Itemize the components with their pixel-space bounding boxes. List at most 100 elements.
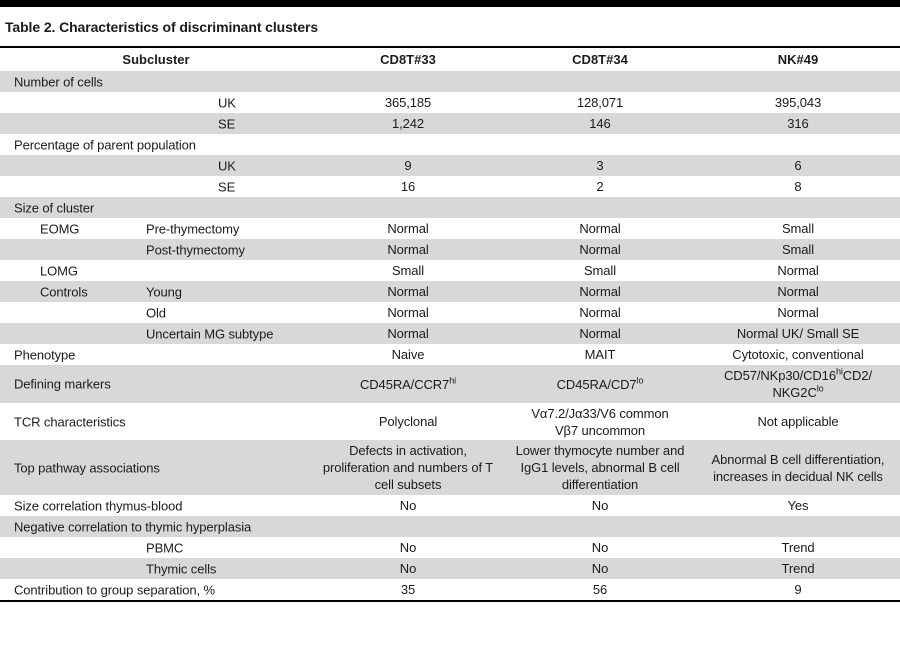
table-cell: Yes	[696, 495, 900, 516]
row-label: Pre-thymectomy	[146, 221, 240, 236]
row-label: Uncertain MG subtype	[146, 326, 274, 341]
table-cell: Normal	[312, 218, 504, 239]
row-label-cell: Number of cells	[0, 71, 312, 92]
row-label: Young	[146, 284, 182, 299]
row-label: Contribution to group separation, %	[14, 582, 216, 597]
row-label: SE	[218, 116, 236, 131]
table-cell: No	[504, 495, 696, 516]
table-row: Percentage of parent population	[0, 134, 900, 155]
table-cell-text: Normal	[579, 242, 621, 257]
table-header-row: Subcluster CD8T#33 CD8T#34 NK#49	[0, 48, 900, 71]
table-cell-text: 9	[404, 158, 412, 173]
table-cell: Normal	[504, 281, 696, 302]
table-cell-text: Normal	[777, 263, 819, 278]
table-cell-text: No	[591, 561, 609, 576]
table-row: Thymic cells No No Trend	[0, 558, 900, 579]
table-row: EOMG Pre-thymectomy Normal Normal Small	[0, 218, 900, 239]
table-row: Phenotype Naive MAIT Cytotoxic, conventiona…	[0, 344, 900, 365]
row-label: UK	[218, 95, 236, 110]
characteristics-table: Subcluster CD8T#33 CD8T#34 NK#49 Number …	[0, 46, 900, 602]
row-label-cell: UK	[0, 155, 312, 176]
table-cell-text: Normal	[777, 305, 819, 320]
table-cell: 56	[504, 579, 696, 600]
table-cell-text: 35	[400, 582, 416, 597]
table-cell-text: CD45RA/CD7lo	[556, 375, 644, 392]
table-cell-text: Small	[781, 221, 814, 236]
table-cell: 128,071	[504, 92, 696, 113]
table-row: Number of cells	[0, 71, 900, 92]
table-cell	[696, 134, 900, 155]
row-label-cell: Negative correlation to thymic hyperplas…	[0, 516, 312, 537]
table-cell-text: 8	[794, 179, 802, 194]
table-cell-text: Lower thymocyte number and IgG1 levels, …	[515, 443, 685, 492]
table-cell: Normal	[696, 302, 900, 323]
table-cell-text: Trend	[781, 561, 815, 576]
table-cell-text: Small	[583, 263, 616, 278]
table-cell: No	[312, 495, 504, 516]
row-label: Controls	[40, 284, 88, 299]
table-row: TCR characteristics Polyclonal Vα7.2/Jα33/…	[0, 403, 900, 440]
row-label-cell: Controls Young	[0, 281, 312, 302]
table-cell-text: 128,071	[576, 95, 624, 110]
table-cell: Normal	[312, 239, 504, 260]
row-label: Negative correlation to thymic hyperplas…	[14, 519, 252, 534]
row-label-cell: Uncertain MG subtype	[0, 323, 312, 344]
table-cell: Normal	[504, 323, 696, 344]
table-row: Size of cluster	[0, 197, 900, 218]
table-row: SE 1,242 146 316	[0, 113, 900, 134]
table-cell-text: No	[399, 498, 417, 513]
table-cell-text: 146	[589, 116, 611, 131]
table-cell: Normal	[312, 302, 504, 323]
table-cell: No	[312, 558, 504, 579]
table-cell-text: 1,242	[391, 116, 425, 131]
table-cell: 395,043	[696, 92, 900, 113]
row-label-cell: LOMG	[0, 260, 312, 281]
table-cell: Polyclonal	[312, 403, 504, 440]
table-row: Old Normal Normal Normal	[0, 302, 900, 323]
table-cell: 365,185	[312, 92, 504, 113]
table-cell	[696, 71, 900, 92]
row-label-cell: UK	[0, 92, 312, 113]
table-cell-text: 2	[596, 179, 604, 194]
table-row: PBMC No No Trend	[0, 537, 900, 558]
table-cell-text: Normal	[579, 326, 621, 341]
table-cell-text: No	[591, 498, 609, 513]
table-cell: No	[504, 537, 696, 558]
table-cell: Defects in activation, proliferation and…	[312, 440, 504, 495]
row-label-cell: Old	[0, 302, 312, 323]
table-cell-text: No	[399, 561, 417, 576]
row-label-cell: Thymic cells	[0, 558, 312, 579]
table-cell	[312, 197, 504, 218]
table-row: SE 16 2 8	[0, 176, 900, 197]
table-cell-text: 3	[596, 158, 604, 173]
table-cell: 1,242	[312, 113, 504, 134]
row-label-cell: PBMC	[0, 537, 312, 558]
table-cell-text: Normal	[579, 221, 621, 236]
table-cell: Normal	[696, 281, 900, 302]
table-cell	[312, 134, 504, 155]
table-cell-text: Normal	[387, 305, 429, 320]
table-row: Post-thymectomy Normal Normal Small	[0, 239, 900, 260]
row-label: Percentage of parent population	[14, 137, 196, 152]
column-header-cd8t34: CD8T#34	[572, 52, 628, 67]
table-body: Number of cells UK 365,185 128,071 395,043 SE…	[0, 71, 900, 600]
table-cell	[504, 516, 696, 537]
row-label: Thymic cells	[146, 561, 217, 576]
table-row: Top pathway associations Defects in activ…	[0, 440, 900, 495]
table-cell: Small	[312, 260, 504, 281]
row-label-cell: Post-thymectomy	[0, 239, 312, 260]
column-header-nk49: NK#49	[777, 52, 819, 67]
row-label: PBMC	[146, 540, 184, 555]
table-cell: No	[504, 558, 696, 579]
table-cell: 6	[696, 155, 900, 176]
table-cell-text: MAIT	[584, 347, 616, 362]
row-label: LOMG	[40, 263, 78, 278]
row-label-cell: SE	[0, 176, 312, 197]
table-cell-text: CD45RA/CCR7hi	[359, 375, 456, 392]
row-label: SE	[218, 179, 236, 194]
row-label-cell: Top pathway associations	[0, 440, 312, 495]
table-cell: 316	[696, 113, 900, 134]
table-cell	[312, 516, 504, 537]
table-cell-text: Cytotoxic, conventional	[732, 347, 864, 362]
table-cell-text: 16	[400, 179, 416, 194]
